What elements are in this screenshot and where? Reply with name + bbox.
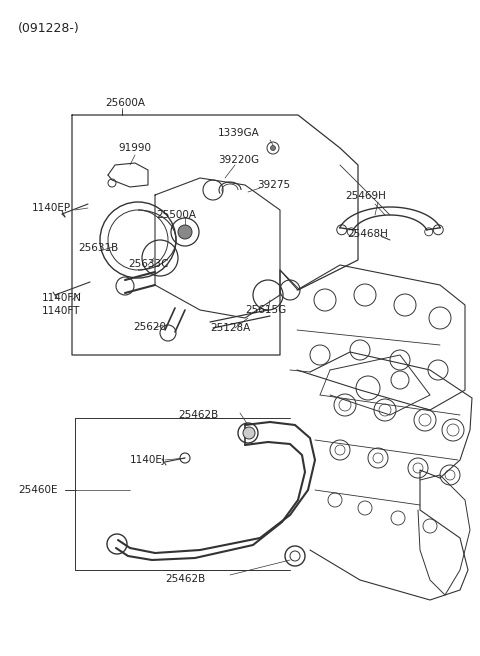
Circle shape <box>271 146 276 150</box>
Text: 39220G: 39220G <box>218 155 259 165</box>
Text: 1339GA: 1339GA <box>218 128 260 138</box>
Text: 1140EJ: 1140EJ <box>130 455 166 465</box>
Text: 25462B: 25462B <box>165 574 205 584</box>
Text: 25600A: 25600A <box>105 98 145 108</box>
Text: 25468H: 25468H <box>347 229 388 239</box>
Text: 25633C: 25633C <box>128 259 168 269</box>
Text: 1140EP: 1140EP <box>32 203 71 213</box>
Text: 25469H: 25469H <box>345 191 386 201</box>
Text: 39275: 39275 <box>257 180 290 190</box>
Text: 25462B: 25462B <box>178 410 218 420</box>
Text: 25631B: 25631B <box>78 243 118 253</box>
Text: 25128A: 25128A <box>210 323 250 333</box>
Text: 25615G: 25615G <box>245 305 286 315</box>
Text: 25460E: 25460E <box>18 485 58 495</box>
Text: 25500A: 25500A <box>156 210 196 220</box>
Text: 1140FN: 1140FN <box>42 293 82 303</box>
Circle shape <box>243 427 255 439</box>
Text: 1140FT: 1140FT <box>42 306 80 316</box>
Text: 25620: 25620 <box>133 322 166 332</box>
Circle shape <box>178 225 192 239</box>
Text: (091228-): (091228-) <box>18 22 80 35</box>
Text: 91990: 91990 <box>118 143 151 153</box>
